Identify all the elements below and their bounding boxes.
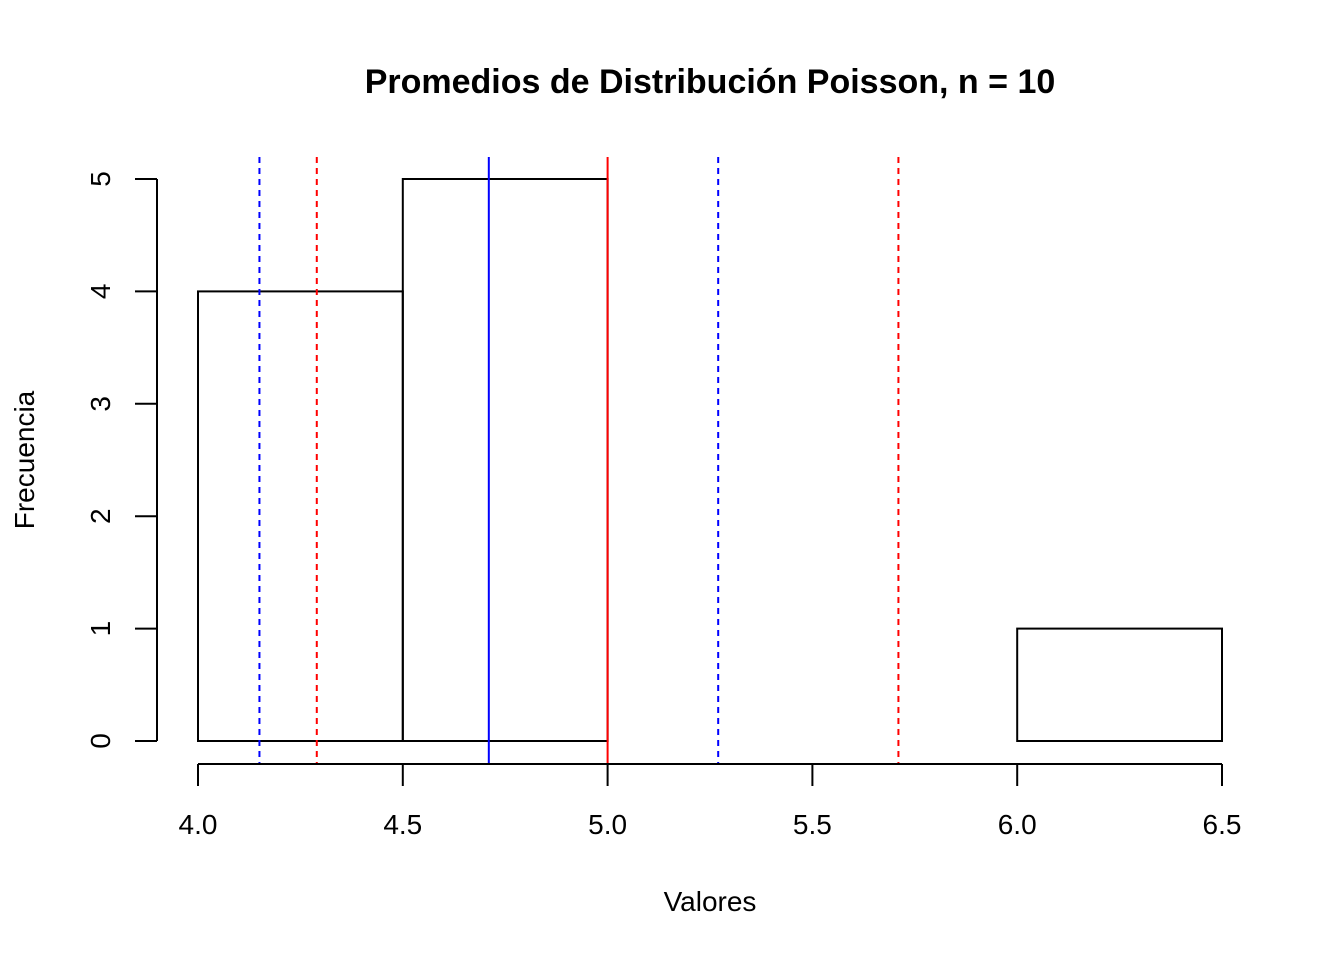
y-tick-label: 3 [85,396,116,412]
x-tick-label: 4.5 [383,809,422,840]
y-tick-label: 4 [85,284,116,300]
y-tick-label: 0 [85,733,116,749]
histogram-bar [1016,627,1224,742]
x-tick-label: 6.5 [1203,809,1242,840]
y-axis-label: Frecuencia [9,390,40,529]
x-tick-label: 5.5 [793,809,832,840]
histogram-bar [197,290,404,742]
y-axis: 0 1 2 3 4 5 [85,171,158,749]
chart-title: Promedios de Distribución Poisson, n = 1… [365,63,1056,101]
histogram-bar [401,178,609,742]
reference-lines [258,157,900,763]
y-tick-label: 1 [85,621,116,637]
x-axis-label: Valores [664,886,757,917]
x-tick-label: 6.0 [998,809,1037,840]
histogram-bars [197,178,1224,742]
x-tick-label: 4.0 [179,809,218,840]
x-tick-label: 5.0 [588,809,627,840]
y-tick-label: 5 [85,171,116,187]
y-tick-label: 2 [85,508,116,524]
x-axis: 4.0 4.5 5.0 5.5 6.0 6.5 [179,763,1242,840]
